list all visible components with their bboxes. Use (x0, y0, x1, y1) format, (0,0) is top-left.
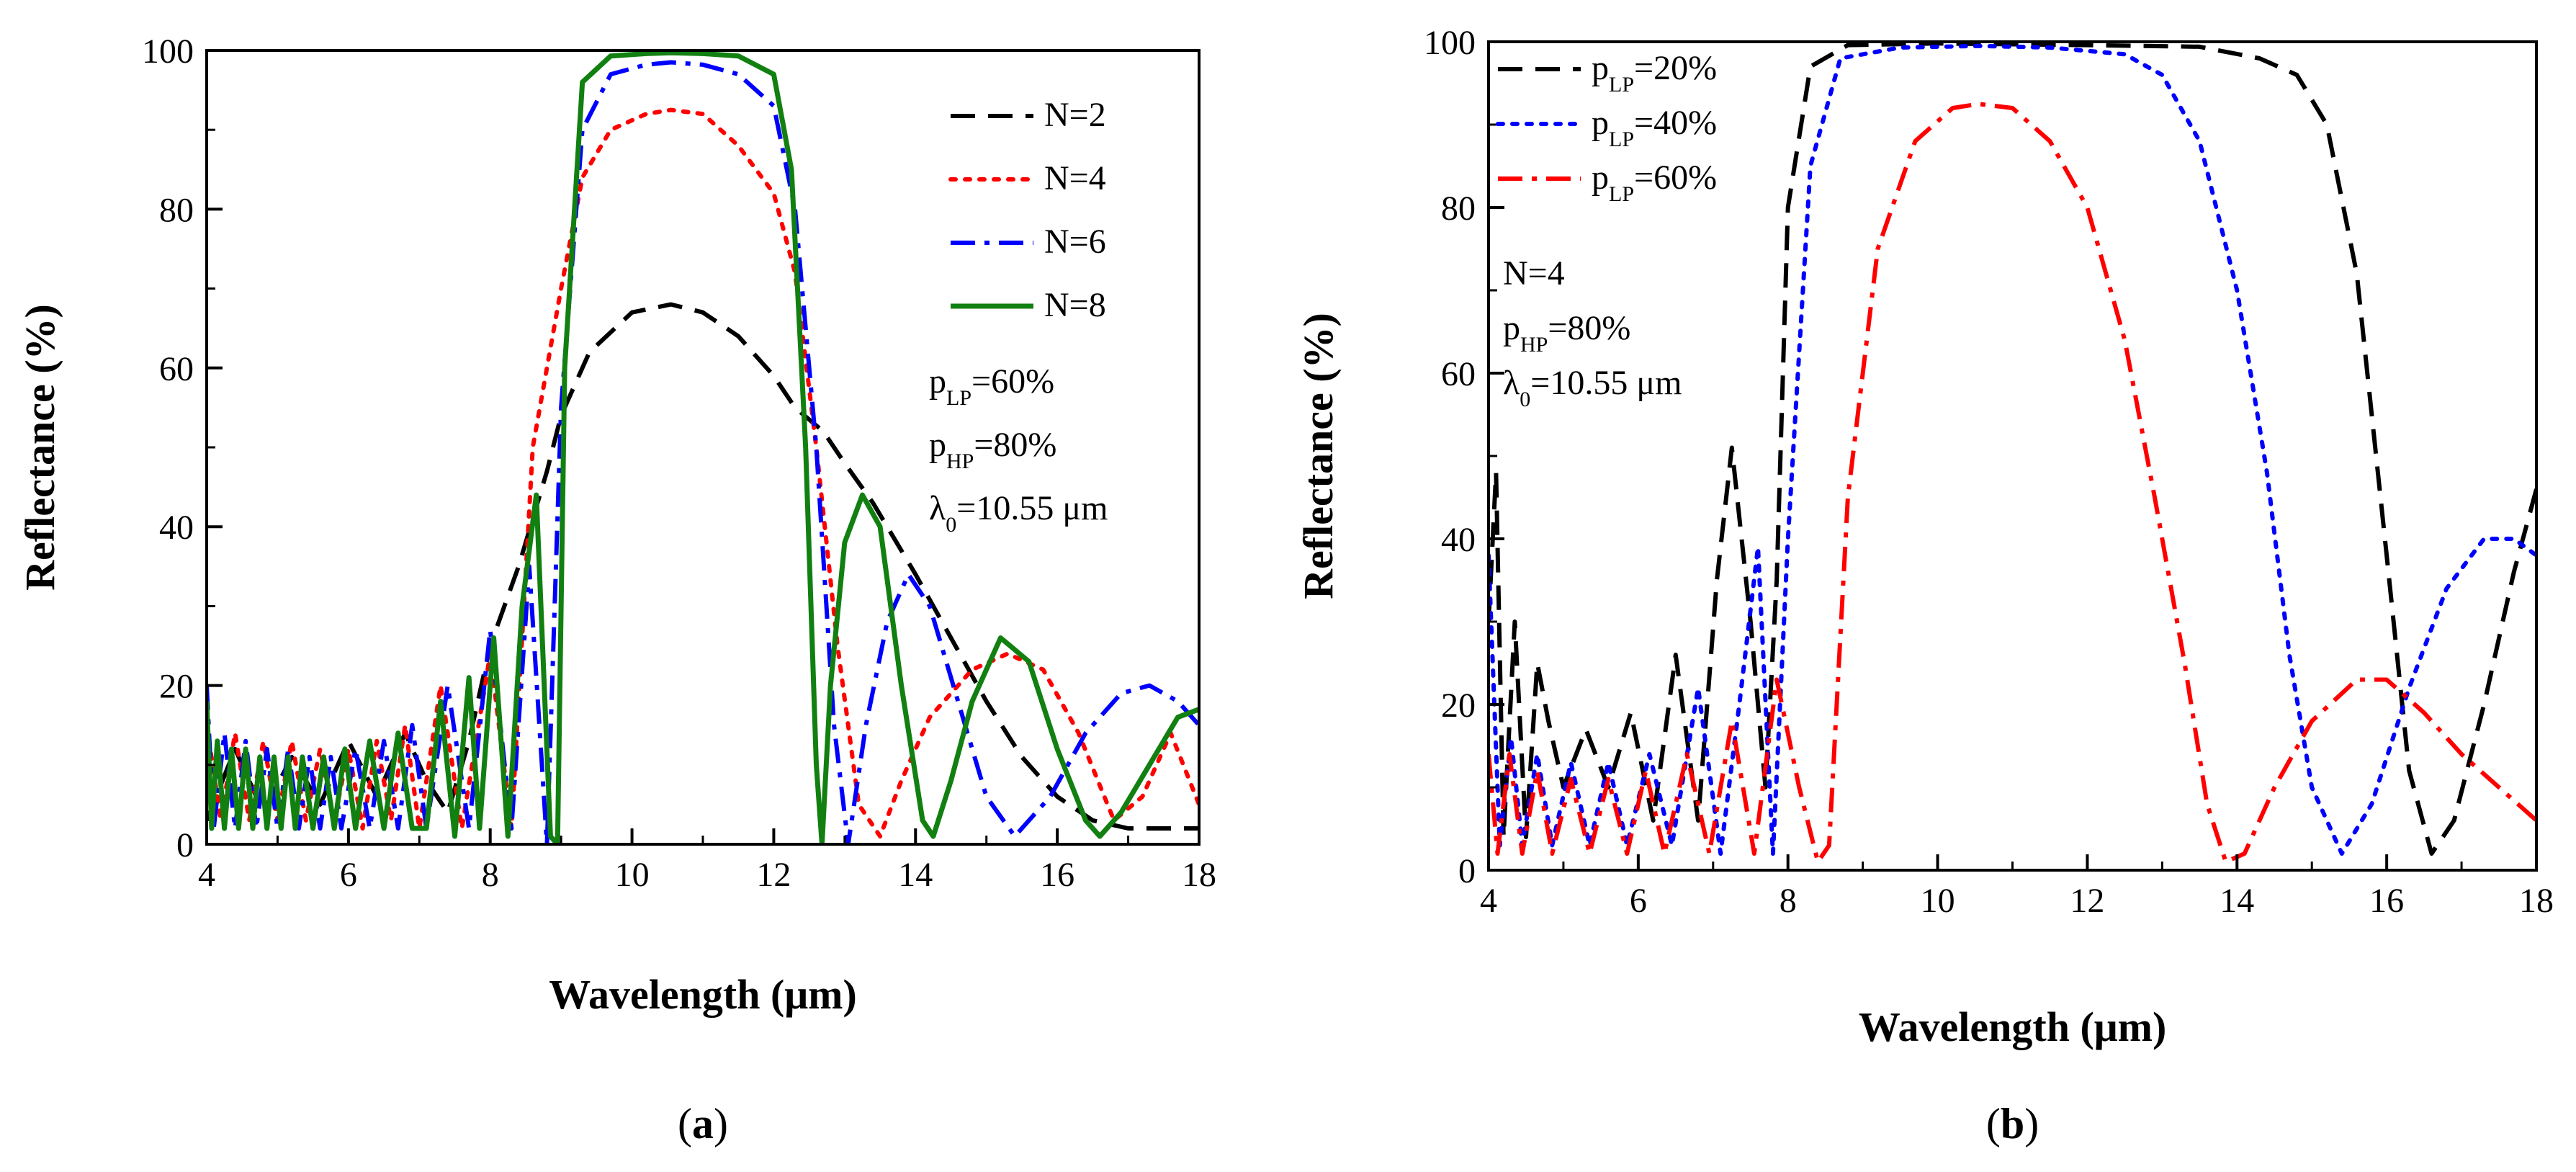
series-line-2 (1489, 43, 2536, 856)
y-tick-label: 60 (1441, 355, 1476, 393)
x-tick-label: 14 (898, 856, 933, 894)
y-tick-label: 0 (176, 826, 194, 864)
x-tick-label: 12 (2070, 882, 2104, 920)
parameter-note: pLP=60% (929, 362, 1054, 410)
y-tick-label: 80 (159, 191, 194, 229)
legend-label: N=8 (1044, 286, 1106, 324)
parameter-notes: N=4 pHP=80% λ0=10.55 μm (1503, 254, 1682, 411)
x-tick-label: 16 (2369, 882, 2404, 920)
x-tick-label: 8 (1780, 882, 1797, 920)
x-tick-label: 10 (615, 856, 650, 894)
x-tick-label: 18 (2519, 882, 2554, 920)
y-tick-label: 40 (1441, 521, 1476, 559)
legend-label: N=6 (1044, 223, 1106, 261)
legend: N=2 N=4 N=6 N=8 (948, 96, 1106, 324)
y-tick-label: 80 (1441, 189, 1476, 228)
x-tick-label: 16 (1040, 856, 1074, 894)
y-tick-label: 100 (142, 32, 194, 71)
y-tick-label: 20 (1441, 686, 1476, 725)
series-group (1489, 42, 2536, 864)
y-tick-label: 100 (1424, 24, 1476, 62)
y-tick-label: 40 (159, 509, 194, 547)
parameter-note: λ0=10.55 μm (1503, 364, 1682, 411)
x-axis-title: Wavelength (μm) (549, 971, 857, 1018)
legend-label: N=4 (1044, 159, 1106, 197)
panel-label: (a) (678, 1100, 728, 1148)
series-line-4 (207, 50, 1199, 844)
x-tick-label: 14 (2220, 882, 2254, 920)
legend-label: pLP=60% (1592, 158, 1717, 206)
parameter-note: pHP=80% (929, 426, 1056, 473)
series-line-1 (207, 302, 1199, 831)
y-tick-label: 20 (159, 668, 194, 706)
x-tick-label: 4 (1480, 882, 1497, 920)
parameter-notes: pLP=60% pHP=80% λ0=10.55 μm (929, 362, 1108, 537)
y-tick-label: 60 (159, 350, 194, 388)
legend-label: N=2 (1044, 96, 1106, 134)
panel-b-chart: 4 6 8 10 12 14 16 18 0 20 40 60 80 100 Wavelength (μm)… (1295, 24, 2554, 1148)
x-tick-label: 18 (1182, 856, 1216, 894)
x-tick-label: 4 (198, 856, 215, 894)
x-tick-label: 6 (1630, 882, 1647, 920)
x-tick-label: 10 (1921, 882, 1955, 920)
parameter-note: pHP=80% (1503, 309, 1630, 357)
legend-label: pLP=40% (1592, 104, 1717, 151)
series-group (207, 50, 1199, 844)
x-tick-label: 8 (482, 856, 499, 894)
y-axis-title: Reflectance (%) (1295, 313, 1342, 599)
x-tick-label: 12 (756, 856, 791, 894)
panel-label: (b) (1986, 1100, 2039, 1148)
parameter-note: N=4 (1503, 254, 1565, 292)
series-line-3 (1489, 102, 2536, 864)
x-tick-label: 6 (340, 856, 357, 894)
y-axis-title: Reflectance (%) (17, 304, 63, 591)
panel-a-chart: 4 6 8 10 12 14 16 18 0 20 40 60 80 100 Wavelength (μm)… (17, 32, 1216, 1148)
legend: pLP=20% pLP=40% pLP=60% (1496, 49, 1717, 206)
y-tick-label: 0 (1458, 852, 1476, 890)
legend-label: pLP=20% (1592, 49, 1717, 97)
parameter-note: λ0=10.55 μm (929, 489, 1108, 537)
series-line-1 (1489, 42, 2536, 856)
x-axis-title: Wavelength (μm) (1859, 1003, 2167, 1050)
